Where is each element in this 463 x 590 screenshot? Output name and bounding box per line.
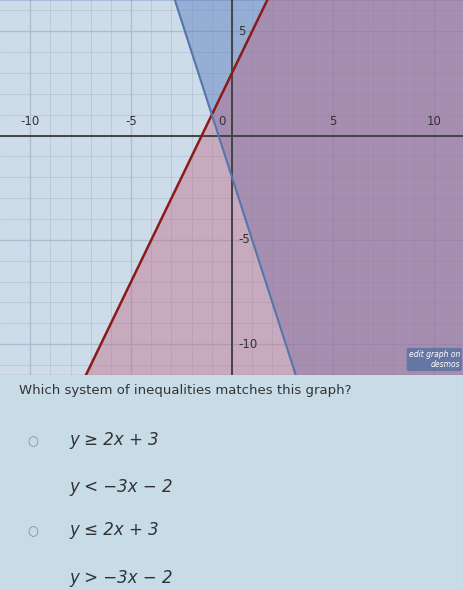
Text: edit graph on
desmos: edit graph on desmos: [408, 350, 459, 369]
Text: -5: -5: [125, 115, 137, 128]
Text: 5: 5: [328, 115, 336, 128]
Text: -5: -5: [238, 234, 249, 247]
Text: y ≤ 2x + 3: y ≤ 2x + 3: [69, 522, 159, 539]
Text: y < −3x − 2: y < −3x − 2: [69, 478, 173, 496]
Text: ○: ○: [28, 526, 38, 539]
Text: y > −3x − 2: y > −3x − 2: [69, 569, 173, 586]
Text: -10: -10: [238, 337, 257, 350]
Text: 10: 10: [425, 115, 440, 128]
Text: -10: -10: [20, 115, 40, 128]
Text: y ≥ 2x + 3: y ≥ 2x + 3: [69, 431, 159, 449]
Text: Which system of inequalities matches this graph?: Which system of inequalities matches thi…: [19, 384, 350, 397]
Text: ○: ○: [28, 435, 38, 448]
Text: 0: 0: [218, 115, 225, 128]
Text: 5: 5: [238, 25, 245, 38]
